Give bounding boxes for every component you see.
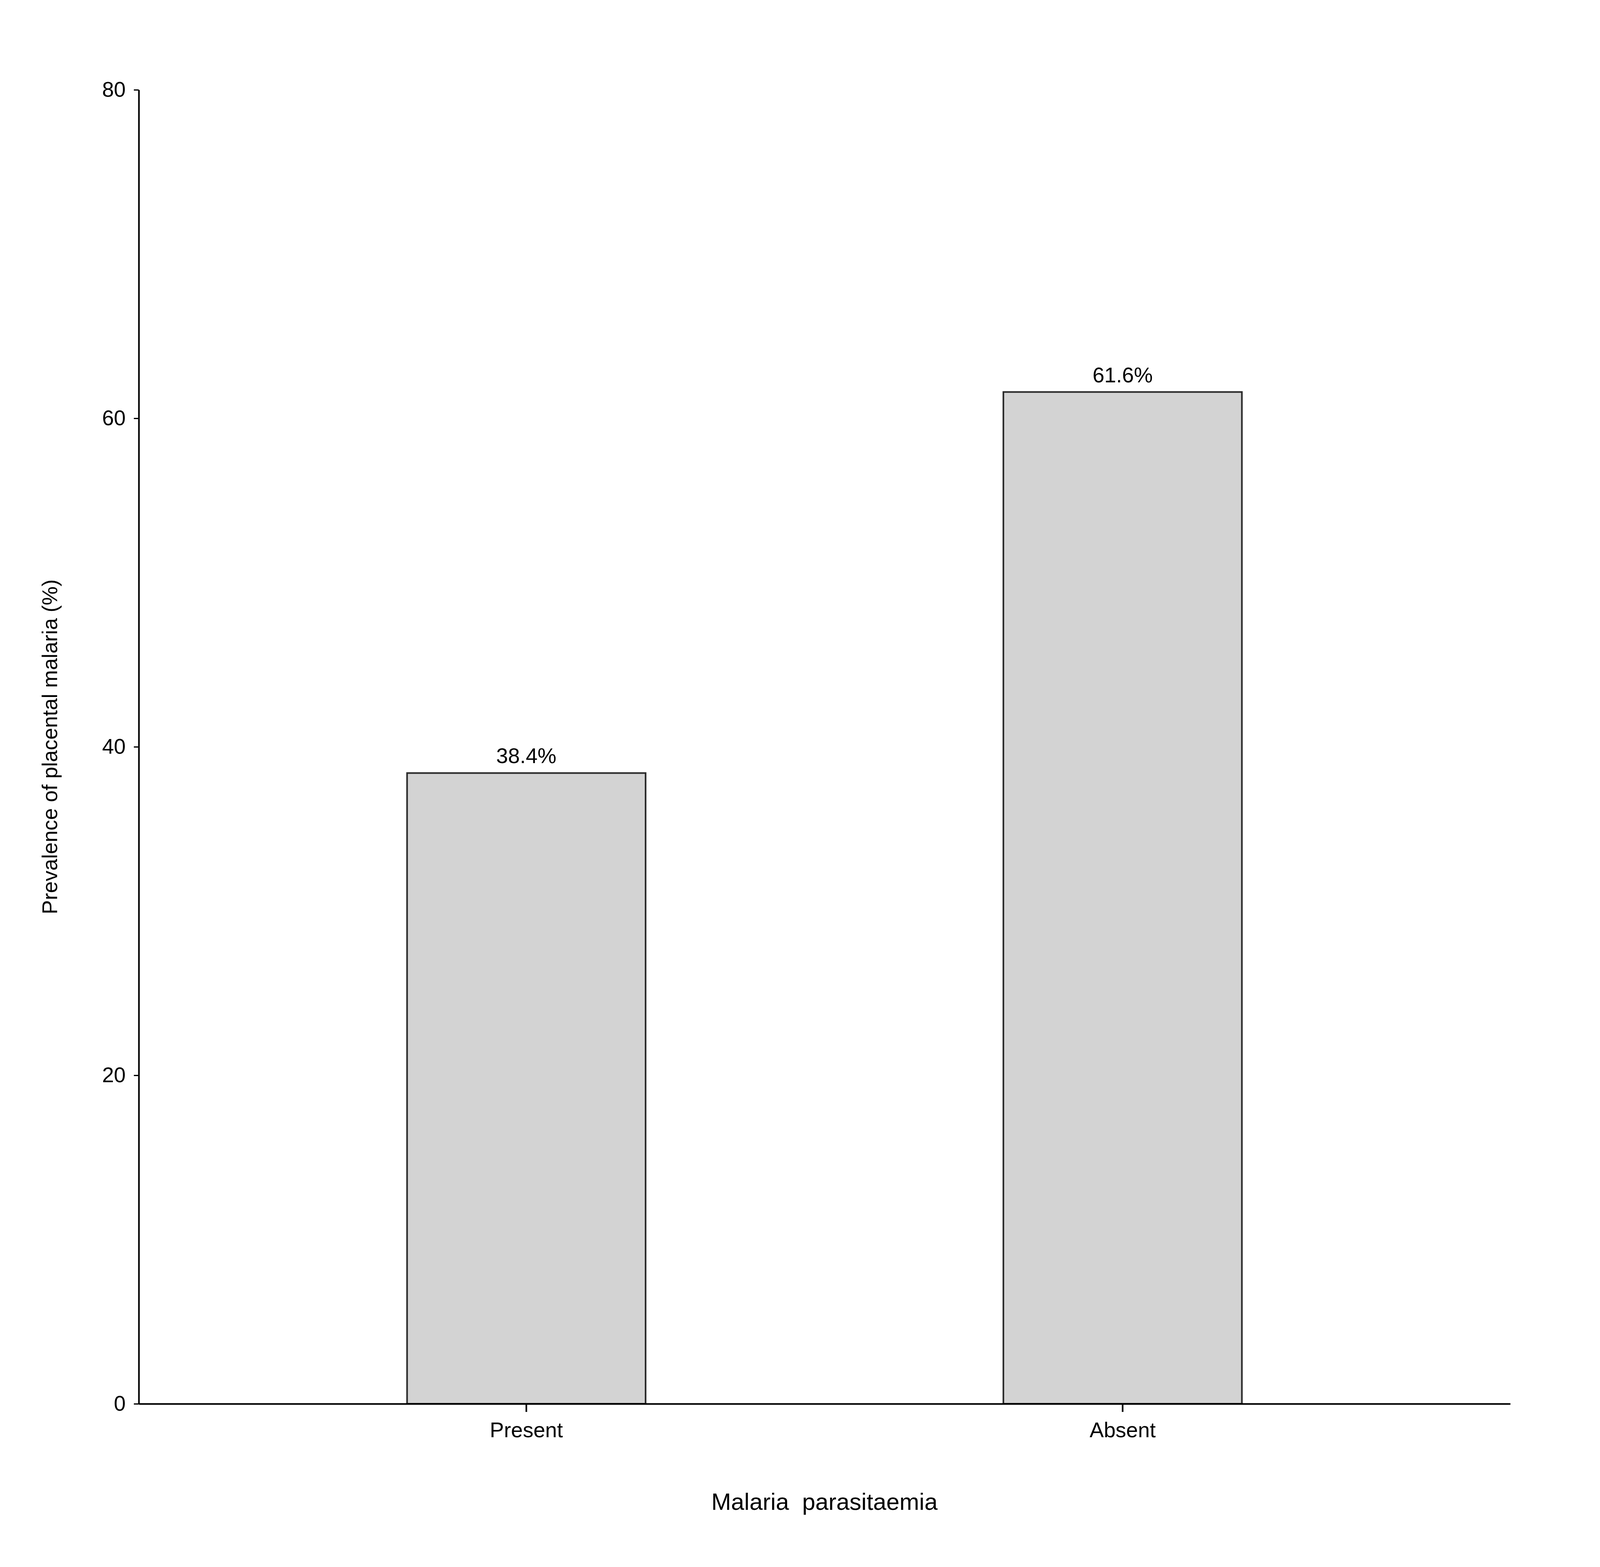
x-axis: Present Absent (139, 1403, 1511, 1442)
x-tick-label: Present (489, 1418, 564, 1442)
y-tick-mark (133, 1403, 139, 1405)
x-tick-label: Absent (1089, 1418, 1156, 1442)
y-tick-label: 40 (102, 734, 126, 759)
x-tick: Absent (1089, 1403, 1156, 1442)
y-tick-mark (133, 746, 139, 748)
bars (407, 392, 1243, 1404)
bar (407, 772, 646, 1404)
chart-svg: 38.4% 61.6% Present Absent 0 20 40 60 80 Malaria … (0, 0, 1600, 1567)
y-tick-mark (133, 1074, 139, 1077)
y-tick: 20 (102, 1062, 139, 1087)
y-tick-label: 0 (113, 1391, 126, 1416)
y-tick: 0 (113, 1391, 139, 1416)
y-tick: 60 (102, 406, 139, 430)
y-tick-mark (133, 89, 139, 91)
x-axis-title: Malaria parasitaemia (711, 1488, 938, 1515)
plot: 38.4% 61.6% Present Absent 0 20 40 60 80 Malaria … (37, 77, 1511, 1515)
y-tick-label: 80 (102, 77, 126, 102)
y-tick-label: 20 (102, 1062, 126, 1087)
background (0, 0, 1600, 1567)
data-label: 61.6% (1092, 363, 1153, 387)
y-tick: 40 (102, 734, 139, 759)
x-tick-mark (1121, 1403, 1124, 1412)
x-tick: Present (489, 1403, 564, 1442)
y-tick: 80 (102, 77, 139, 102)
y-axis: 0 20 40 60 80 (102, 77, 139, 1416)
y-axis-title: Prevalence of placental malaria (%) (37, 579, 62, 915)
y-tick-mark (133, 417, 139, 420)
bar (1003, 392, 1243, 1404)
data-labels: 38.4% 61.6% (496, 363, 1153, 768)
chart-container: 38.4% 61.6% Present Absent 0 20 40 60 80 Malaria … (0, 0, 1600, 1567)
data-label: 38.4% (496, 743, 557, 768)
y-tick-label: 60 (102, 406, 126, 430)
x-axis-line (139, 1403, 1511, 1405)
x-tick-mark (525, 1403, 528, 1412)
